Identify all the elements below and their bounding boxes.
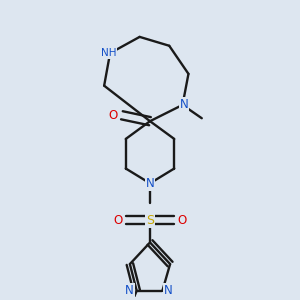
Text: N: N	[146, 177, 154, 190]
Text: O: O	[177, 214, 187, 227]
Text: N: N	[180, 98, 188, 111]
Text: S: S	[146, 214, 154, 227]
Text: O: O	[108, 109, 118, 122]
Text: N: N	[125, 284, 134, 297]
Text: NH: NH	[101, 48, 116, 58]
Text: O: O	[113, 214, 123, 227]
Text: N: N	[164, 284, 173, 297]
